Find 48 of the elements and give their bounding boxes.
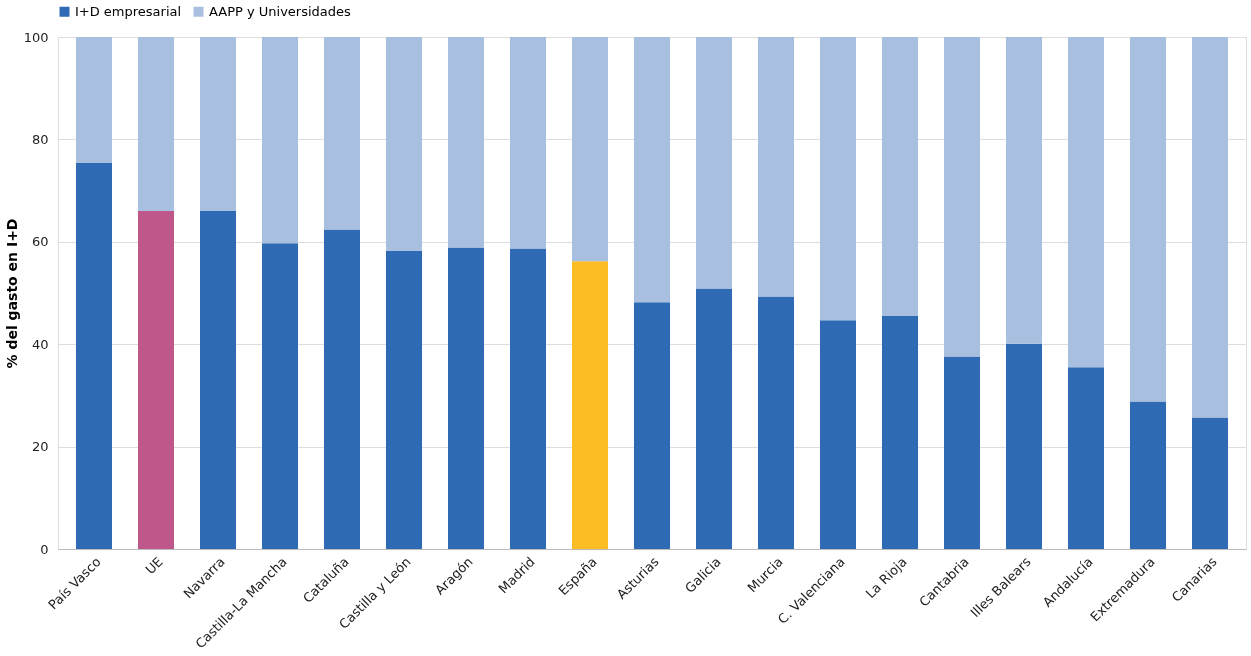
bar: [1130, 37, 1166, 402]
bar: [386, 251, 422, 549]
y-tick-label: 0: [40, 541, 49, 557]
bar: [758, 296, 794, 549]
x-tick-label: UE: [142, 554, 166, 578]
bar: [1006, 343, 1042, 549]
y-tick-label: 60: [31, 234, 49, 250]
bar: [448, 247, 484, 549]
bar: [1068, 37, 1104, 368]
bar: [262, 37, 298, 244]
bar: [262, 243, 298, 549]
bar: [696, 288, 732, 549]
y-tick-label: 20: [31, 439, 49, 455]
bar: [758, 37, 794, 297]
bar: [882, 316, 918, 549]
y-tick-label: 100: [23, 29, 49, 45]
bar: [634, 37, 670, 303]
bar: [200, 211, 236, 549]
bar: [324, 229, 360, 549]
bar: [882, 37, 918, 317]
bar: [448, 37, 484, 248]
bar: [1192, 37, 1228, 418]
bar: [820, 37, 856, 321]
bar: [510, 37, 546, 249]
bar: [634, 302, 670, 549]
bar: [324, 37, 360, 230]
bar: [1006, 37, 1042, 344]
bar: [386, 37, 422, 252]
bar: [138, 211, 174, 549]
legend-label: AAPP y Universidades: [209, 3, 352, 19]
bar: [76, 37, 112, 163]
legend-label: I+D empresarial: [75, 3, 182, 19]
bar: [820, 320, 856, 549]
bar: [572, 37, 608, 262]
y-tick-label: 80: [31, 131, 49, 147]
bar: [944, 37, 980, 357]
bar: [1192, 417, 1228, 549]
bar: [510, 248, 546, 549]
bar: [200, 37, 236, 212]
y-axis-title: % del gasto en I+D: [3, 218, 20, 369]
bar: [572, 261, 608, 549]
bar: [944, 356, 980, 549]
bar: [1130, 401, 1166, 549]
y-tick-label: 40: [31, 336, 49, 352]
bar: [138, 37, 174, 212]
bar: [1068, 367, 1104, 549]
bar: [76, 162, 112, 549]
bar: [696, 37, 732, 289]
